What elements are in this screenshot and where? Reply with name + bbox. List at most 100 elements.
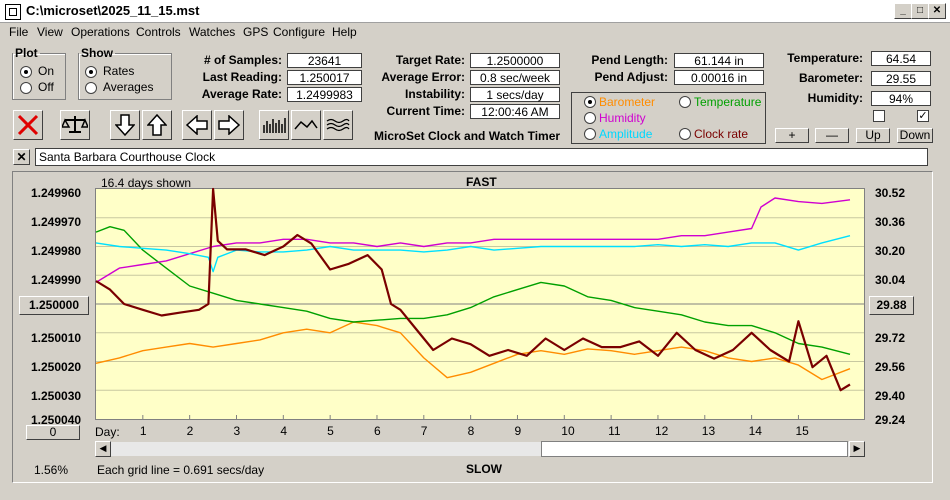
balance-button[interactable] — [60, 110, 90, 140]
scroll-right-button[interactable]: ▶ — [849, 441, 865, 457]
pend-adjust-value[interactable]: 0.00016 in — [674, 70, 764, 85]
show-rates-radio[interactable] — [85, 66, 97, 78]
up-button[interactable]: Up — [856, 128, 890, 143]
aux-clock-rate-label: Clock rate — [694, 127, 749, 141]
minus-button[interactable]: — — [815, 128, 849, 143]
menu-watches[interactable]: Watches — [189, 25, 236, 39]
scroll-left-button[interactable]: ◀ — [95, 441, 111, 457]
menu-help[interactable]: Help — [332, 25, 357, 39]
wave-view-button[interactable] — [323, 110, 353, 140]
right-tick-label: 29.56 — [875, 360, 906, 374]
temperature-value: 64.54 — [871, 51, 931, 66]
left-tick-label: 1.250010 — [31, 331, 82, 345]
plot-group: Plot — [12, 46, 66, 100]
aux-temperature-radio[interactable] — [679, 96, 691, 108]
red-x-icon — [17, 114, 39, 136]
day-tick-label: 12 — [654, 424, 669, 438]
aux-humidity-radio[interactable] — [584, 112, 596, 124]
day-tick-label: 11 — [608, 424, 621, 438]
aux-options-panel — [571, 92, 766, 144]
series-line-clock-rate — [95, 187, 851, 392]
arrow-up-button[interactable] — [142, 110, 172, 140]
show-group-legend: Show — [81, 46, 113, 60]
humidity-label: Humidity: — [807, 91, 863, 105]
left-tick-label: 1.250030 — [31, 389, 82, 403]
scroll-thumb[interactable] — [541, 441, 848, 457]
average-rate-value: 1.2499983 — [287, 87, 362, 102]
menu-configure[interactable]: Configure — [273, 25, 326, 39]
instability-value: 1 secs/day — [470, 87, 560, 102]
menu-bar: File View Operations Controls Watches GP… — [0, 22, 950, 42]
show-group: Show — [78, 46, 172, 100]
samples-label: # of Samples: — [203, 53, 282, 67]
menu-file[interactable]: File — [9, 25, 29, 39]
plot-off-radio[interactable] — [20, 82, 32, 94]
pend-length-value[interactable]: 61.144 in — [674, 53, 764, 68]
target-rate-label: Target Rate: — [395, 53, 465, 67]
right-tick-label: 29.40 — [875, 389, 906, 403]
target-rate-value[interactable]: 1.2500000 — [470, 53, 560, 68]
pend-adjust-label: Pend Adjust: — [594, 70, 668, 84]
aux-barometer-label: Barometer — [599, 95, 656, 109]
clear-clock-button[interactable]: ✕ — [13, 149, 30, 165]
last-reading-label: Last Reading: — [202, 70, 282, 84]
day-tick-label: 13 — [701, 424, 716, 438]
stop-button[interactable] — [13, 110, 43, 140]
day-tick-label: 6 — [373, 424, 381, 438]
arrow-left-button[interactable] — [182, 110, 212, 140]
right-center-button[interactable]: 29.88 — [869, 296, 914, 315]
menu-view[interactable]: View — [37, 25, 63, 39]
average-rate-label: Average Rate: — [201, 87, 282, 101]
temperature-label: Temperature: — [787, 51, 863, 65]
left-tick-label: 1.249970 — [31, 215, 82, 229]
right-tick-label: 30.52 — [875, 186, 906, 200]
down-button[interactable]: Down — [897, 128, 933, 143]
percent-label: 1.56% — [34, 463, 69, 477]
pend-length-label: Pend Length: — [591, 53, 668, 67]
menu-controls[interactable]: Controls — [136, 25, 181, 39]
bar-graph-icon — [263, 118, 286, 133]
plus-button[interactable]: + — [775, 128, 809, 143]
balance-scale-icon — [62, 116, 88, 133]
window-title: C:\microset\2025_11_15.mst — [26, 3, 200, 18]
samples-value: 23641 — [287, 53, 362, 68]
app-icon[interactable] — [5, 4, 21, 20]
arrow-up-icon — [147, 113, 167, 136]
average-error-label: Average Error: — [381, 70, 465, 84]
left-center-button[interactable]: 1.250000 — [19, 296, 89, 315]
left-tick-label: 1.250020 — [31, 360, 82, 374]
day-tick-label: 14 — [748, 424, 762, 438]
show-rates-label: Rates — [103, 64, 135, 78]
fast-label: FAST — [466, 175, 497, 189]
arrow-right-button[interactable] — [214, 110, 244, 140]
plot-on-radio[interactable] — [20, 66, 32, 78]
checkbox-right[interactable]: ✓ — [917, 110, 929, 122]
left-tick-label: 1.249990 — [31, 273, 82, 287]
day-tick-label: 9 — [514, 424, 522, 438]
arrow-down-icon — [115, 114, 135, 137]
show-averages-radio[interactable] — [85, 82, 97, 94]
line-view-button[interactable] — [291, 110, 321, 140]
aux-clock-rate-radio[interactable] — [679, 128, 691, 140]
bars-view-button[interactable] — [259, 110, 289, 140]
day-tick-label: 3 — [233, 424, 241, 438]
left-tick-label: 1.249960 — [31, 186, 82, 200]
aux-amplitude-label: Amplitude — [599, 127, 653, 141]
clock-name-field[interactable]: Santa Barbara Courthouse Clock — [35, 148, 928, 166]
day-axis-label: Day: — [95, 425, 120, 439]
aux-humidity-label: Humidity — [599, 111, 646, 125]
checkbox-left[interactable] — [873, 110, 885, 122]
current-time-value: 12:00:46 AM — [470, 104, 560, 119]
arrow-left-icon — [185, 115, 208, 135]
plot-off-label: Off — [38, 80, 54, 94]
menu-operations[interactable]: Operations — [71, 25, 130, 39]
aux-amplitude-radio[interactable] — [584, 128, 596, 140]
series-line-amplitude — [95, 235, 851, 273]
zoom-button[interactable]: 0 — [26, 425, 80, 440]
menu-gps[interactable]: GPS — [243, 25, 269, 39]
day-tick-label: 2 — [186, 424, 194, 438]
day-tick-label: 8 — [467, 424, 475, 438]
arrow-down-button[interactable] — [110, 110, 140, 140]
close-button[interactable]: ✕ — [928, 3, 946, 19]
aux-barometer-radio[interactable] — [584, 96, 596, 108]
